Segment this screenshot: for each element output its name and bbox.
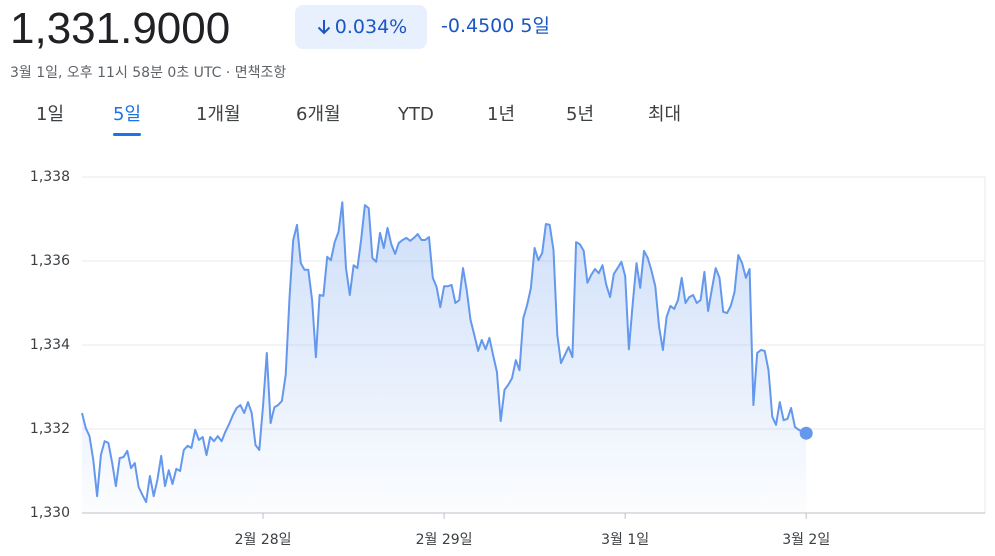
change: -0.4500 5일 <box>441 8 550 44</box>
price-line <box>81 201 807 504</box>
range-tab[interactable]: 1년 <box>487 104 516 125</box>
price: 1,331.9000 <box>10 4 231 53</box>
x-tick-label: 2월 28일 <box>235 532 292 548</box>
range-tab[interactable]: 1개월 <box>196 104 241 125</box>
range-tab[interactable]: 5일 <box>113 100 142 136</box>
y-tick-label: 1,336 <box>30 253 70 269</box>
range-tab[interactable]: 1일 <box>36 104 65 125</box>
range-tab[interactable]: 6개월 <box>296 104 341 125</box>
x-tick-label: 2월 29일 <box>416 532 473 548</box>
range-tab[interactable]: 최대 <box>648 104 682 125</box>
last-point <box>799 426 813 440</box>
chart: 1,330 1,332 1,334 1,336 1,338 2월 28일 2월 29일 3월 … <box>30 169 986 548</box>
change-badge: 0.034% <box>295 5 427 49</box>
period: 5일 <box>520 15 550 37</box>
down-arrow <box>317 20 330 35</box>
y-tick-label: 1,338 <box>30 169 70 185</box>
x-tick-label: 3월 1일 <box>601 532 649 548</box>
x-tick-label: 3월 2일 <box>782 532 830 548</box>
change-value: -0.4500 <box>441 15 515 37</box>
area-fill <box>82 202 807 513</box>
y-tick-label: 1,330 <box>30 505 70 521</box>
y-tick-label: 1,332 <box>30 421 70 437</box>
change-percent: 0.034% <box>334 16 408 38</box>
timestamp: 3월 1일, 오후 11시 58분 0초 UTC · <box>10 65 231 81</box>
range-tab[interactable]: YTD <box>398 104 434 125</box>
timestamp-line: 3월 1일, 오후 11시 58분 0초 UTC · 면책조항 <box>10 62 286 84</box>
range-tab[interactable]: 5년 <box>566 104 595 125</box>
y-tick-label: 1,334 <box>30 337 70 353</box>
disclaimer-link[interactable]: 면책조항 <box>234 65 287 81</box>
